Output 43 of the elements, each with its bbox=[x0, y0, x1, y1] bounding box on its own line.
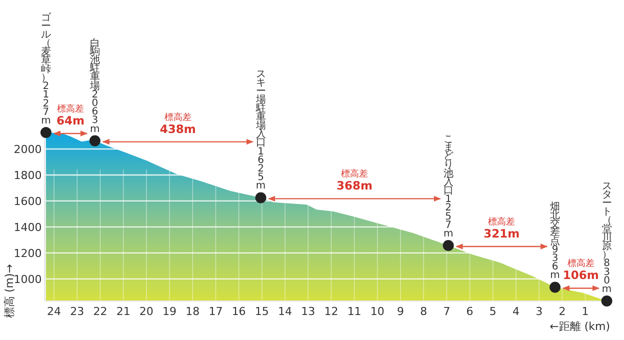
y-tick-label: 1400 bbox=[14, 220, 42, 234]
x-tick-label: 3 bbox=[536, 305, 543, 318]
x-tick-label: 2 bbox=[558, 305, 566, 318]
annotation: 標高差106m bbox=[562, 258, 599, 282]
annotation: 標高差368m bbox=[336, 168, 373, 193]
x-tick-label: 21 bbox=[116, 305, 130, 318]
x-tick-label: 20 bbox=[139, 305, 154, 318]
x-tick-label: 18 bbox=[186, 305, 200, 318]
data-label: 白駒池駐車場2063m bbox=[90, 38, 100, 135]
y-tick-label: 1600 bbox=[14, 194, 42, 208]
x-tick-label: 24 bbox=[47, 305, 62, 318]
x-tick-label: 19 bbox=[162, 305, 177, 318]
x-tick-label: 5 bbox=[489, 305, 496, 318]
text: 標高差64m bbox=[56, 103, 84, 128]
x-tick-label: 15 bbox=[254, 305, 269, 318]
x-tick-label: 17 bbox=[208, 305, 223, 318]
annotation: 標高差438m bbox=[160, 112, 196, 136]
y-tick-label: 1200 bbox=[14, 246, 42, 260]
x-tick-label: 22 bbox=[93, 305, 108, 318]
x-tick-label: 7 bbox=[443, 305, 450, 318]
x-tick-label: 11 bbox=[347, 305, 362, 318]
x-tick-label: 9 bbox=[397, 305, 404, 318]
data-label: ゴール（麦草峠）2127m bbox=[40, 12, 51, 126]
data-label: スタート（堂川原）830m bbox=[602, 180, 612, 295]
data-label: 畑北交差点936m bbox=[550, 201, 560, 282]
data-label: こまどり池入口1257m bbox=[443, 134, 454, 240]
x-tick-label: 6 bbox=[466, 305, 474, 318]
x-tick-label: 8 bbox=[420, 305, 428, 318]
x-tick-label: 16 bbox=[232, 305, 246, 318]
x-tick-label: 4 bbox=[512, 305, 520, 318]
y-axis-title: 標高 (m)→ bbox=[3, 264, 16, 318]
x-tick-label: 13 bbox=[301, 305, 316, 318]
y-tick-label: 1000 bbox=[14, 272, 42, 286]
annotation: 標高差321m bbox=[484, 216, 520, 241]
x-tick-label: 1 bbox=[582, 305, 589, 318]
x-tick-label: 10 bbox=[370, 305, 384, 318]
y-tick-label: 1800 bbox=[14, 168, 42, 182]
x-axis-title: ←距離 (km) bbox=[550, 320, 610, 333]
x-tick-label: 23 bbox=[70, 305, 84, 318]
x-tick-label: 12 bbox=[324, 305, 338, 318]
x-tick-label: 14 bbox=[278, 305, 292, 318]
y-tick-label: 2000 bbox=[14, 142, 42, 156]
data-label: スキー場駐車場入口1625m bbox=[256, 68, 266, 192]
